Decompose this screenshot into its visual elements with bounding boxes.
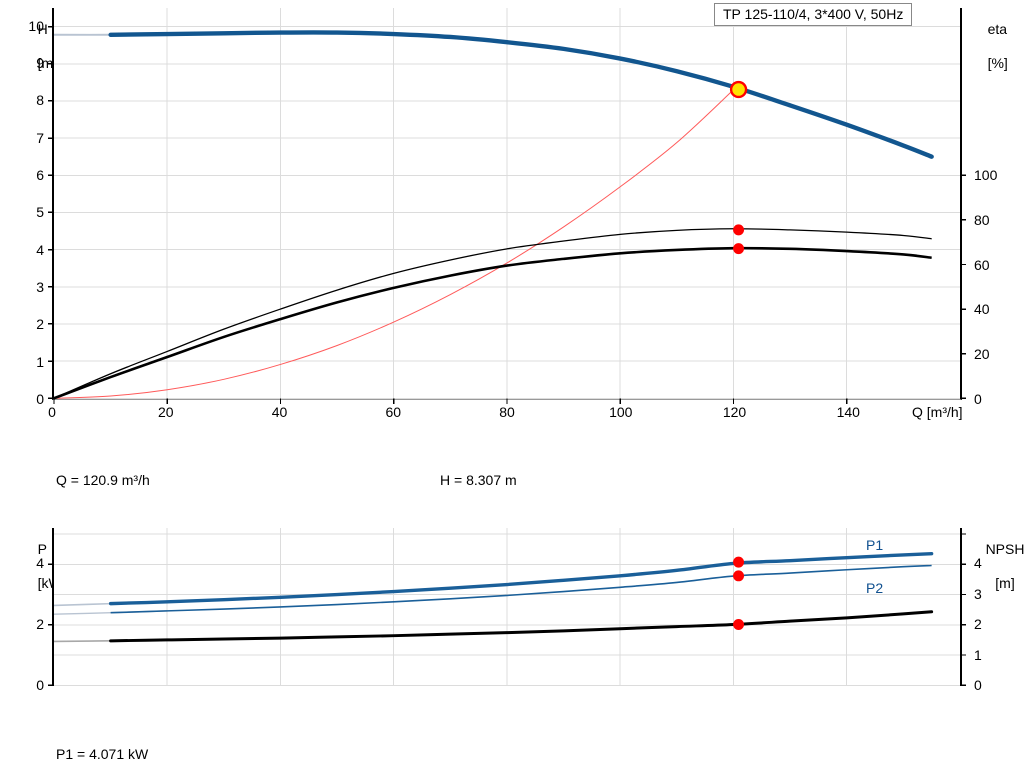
upper-x-tick-100: 100 [609, 404, 633, 420]
lower-y-right-tick-3: 3 [974, 585, 982, 602]
lower-y-right-axis-label-line1: NPSH [985, 541, 1024, 557]
upper-y-left-tick-2: 2 [36, 316, 44, 333]
upper-x-tick-20: 20 [157, 404, 174, 420]
lower-y-left-tick-4: 4 [36, 555, 44, 572]
upper-x-tick-0: 0 [48, 404, 56, 420]
power-info-p1: P1 = 4.071 kW [56, 746, 149, 762]
upper-x-tick-80: 80 [499, 404, 515, 420]
duty-info-head: H = 8.307 m [440, 472, 517, 488]
upper-y-right-tick-80: 80 [974, 211, 990, 228]
upper-y-right-tick-40: 40 [974, 301, 990, 318]
upper-y-left-axis-label-line1: H [37, 21, 48, 37]
lower-y-left-axis-label-line1: P [37, 541, 47, 557]
lower-y-right-tick-1: 1 [974, 646, 982, 663]
upper-y-right-tick-60: 60 [974, 256, 990, 273]
upper-y-left-tick-6: 6 [36, 167, 44, 183]
lower-y-right-axis-label: NPSH [m] [970, 524, 1024, 609]
upper-x-tick-60: 60 [385, 404, 402, 420]
curve-tag-p2: P2 [866, 580, 884, 596]
lower-y-right-tick-4: 4 [974, 555, 982, 572]
lower-y-right-tick-0: 0 [974, 677, 982, 693]
upper-y-left-tick-10: 10 [28, 17, 44, 34]
upper-x-tick-40: 40 [271, 404, 288, 420]
power-npsh-chart [48, 528, 966, 686]
upper-y-left-tick-7: 7 [36, 129, 44, 146]
lower-y-left-tick-0: 0 [36, 677, 44, 693]
upper-x-axis-label: Q [m³/h] [912, 404, 963, 420]
lower-y-right-axis-label-line2: [m] [995, 575, 1015, 591]
upper-y-left-tick-0: 0 [36, 391, 44, 407]
upper-y-right-tick-0: 0 [974, 391, 982, 407]
upper-y-left-tick-8: 8 [36, 92, 44, 109]
upper-y-right-axis-label-line2: [%] [987, 55, 1008, 71]
upper-y-right-tick-100: 100 [974, 167, 998, 183]
power-info: P1 = 4.071 kW P2 = 3.619 kW NPSH = 2.01 … [56, 704, 154, 781]
lower-y-right-tick-2: 2 [974, 616, 982, 633]
upper-y-left-tick-3: 3 [36, 279, 44, 295]
pump-model-title: TP 125-110/4, 3*400 V, 50Hz [714, 3, 913, 26]
upper-y-right-axis-label: eta [%] [972, 4, 1008, 89]
upper-y-left-tick-5: 5 [36, 204, 44, 221]
upper-y-right-tick-20: 20 [974, 346, 990, 363]
upper-x-tick-140: 140 [836, 404, 860, 420]
duty-info-flow: Q = 120.9 m³/h [56, 472, 150, 488]
head-eta-plot-area [48, 8, 966, 405]
power-npsh-plot-area [48, 528, 966, 686]
lower-y-left-tick-2: 2 [36, 616, 44, 633]
upper-y-left-tick-9: 9 [36, 55, 44, 71]
upper-y-right-axis-label-line1: eta [987, 21, 1008, 37]
upper-y-left-tick-1: 1 [36, 353, 44, 370]
curve-tag-p1: P1 [866, 537, 884, 553]
upper-y-left-tick-4: 4 [36, 241, 44, 258]
head-eta-chart [48, 8, 966, 405]
upper-x-tick-120: 120 [722, 404, 747, 420]
